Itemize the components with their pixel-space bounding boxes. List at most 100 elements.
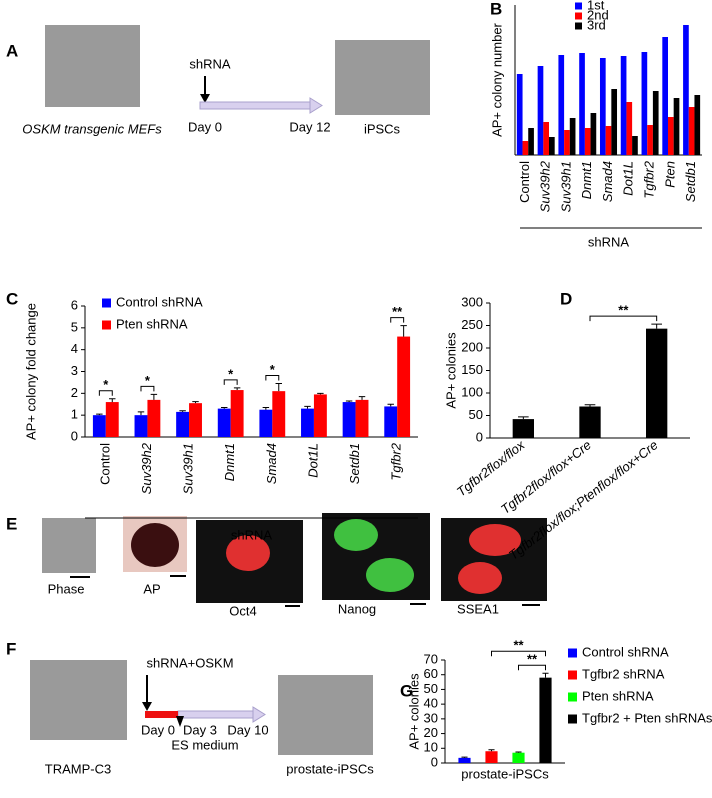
label: Day 3 (183, 722, 217, 737)
x-tick-label: Dot1L (621, 161, 636, 196)
significance-bracket (390, 317, 405, 323)
bar (667, 117, 674, 155)
colony (131, 523, 179, 567)
bar (105, 402, 119, 437)
legend-label: 3rd (587, 17, 606, 32)
x-tick-label: Smad4 (600, 161, 615, 202)
error-bar (109, 398, 116, 403)
panel-letter: A (6, 41, 18, 60)
error-bar (488, 749, 495, 752)
bar (397, 336, 411, 437)
caption: TRAMP-C3 (45, 761, 111, 776)
x-tick-label: Setdb1 (683, 161, 698, 202)
panel-letter: E (6, 514, 17, 533)
y-tick-label: 5 (71, 319, 78, 334)
bar (584, 128, 591, 155)
bar (599, 58, 606, 155)
panel-letter: C (6, 289, 18, 308)
image (335, 40, 430, 115)
x-tick-label: Pten (662, 161, 677, 188)
bar (313, 394, 327, 437)
y-tick-label: 3 (71, 363, 78, 378)
colony (469, 524, 521, 556)
significance-bracket (518, 664, 546, 671)
bar (342, 402, 356, 437)
legend-swatch (568, 692, 577, 702)
legend-swatch (568, 714, 577, 724)
significance-bracket (265, 375, 280, 381)
bar (652, 91, 659, 155)
marker (176, 716, 184, 727)
bar (301, 408, 314, 437)
colony (366, 558, 414, 592)
legend-swatch (102, 320, 111, 330)
bar (620, 56, 627, 155)
y-tick-label: 1 (71, 407, 78, 422)
y-axis-label: AP+ colony number (489, 22, 504, 136)
bar (626, 102, 633, 155)
bar (590, 113, 597, 155)
timeline-head (252, 706, 266, 723)
error-bar (221, 407, 228, 409)
bar (647, 125, 653, 155)
x-tick-label: Setdb1 (347, 443, 362, 484)
bar (217, 408, 231, 437)
x-tick-label: Dnmt1 (222, 443, 237, 481)
bar (673, 98, 680, 155)
timeline (177, 710, 254, 719)
y-tick-label: 70 (424, 651, 438, 666)
image (30, 660, 127, 740)
bar (176, 411, 190, 437)
panel-letter: B (490, 0, 502, 18)
bar (605, 126, 612, 155)
colony (458, 562, 502, 594)
timeline (199, 101, 311, 110)
bar (543, 122, 550, 155)
image (42, 518, 96, 573)
bar (539, 677, 552, 763)
label: Day 0 (141, 722, 175, 737)
x-axis-label: shRNA (588, 234, 630, 249)
bar (458, 757, 471, 763)
significance-label: * (145, 373, 151, 388)
error-bar (461, 756, 468, 758)
y-tick-label: 0 (431, 754, 438, 769)
y-tick-label: 60 (424, 666, 438, 681)
arrow-head (142, 702, 152, 711)
legend-swatch (568, 670, 577, 680)
caption: iPSCs (364, 121, 401, 136)
legend-label: 2nd (587, 7, 609, 22)
timeline-head (309, 97, 323, 114)
bar (646, 328, 668, 438)
x-tick-label: Suv39h2 (139, 442, 154, 494)
error-bar (515, 751, 522, 753)
legend-swatch (575, 22, 582, 30)
caption: Nanog (338, 601, 376, 616)
error-bar (192, 401, 199, 404)
y-tick-label: 40 (424, 696, 438, 711)
error-bar (137, 411, 145, 416)
label: shRNA+OSKM (146, 655, 233, 670)
error-bar (651, 323, 662, 329)
x-tick-label: Suv39h1 (181, 443, 196, 494)
bar (528, 128, 534, 155)
x-tick-label: Smad4 (264, 443, 279, 484)
y-tick-label: 6 (71, 297, 78, 312)
y-axis-label: AP+ colony fold change (23, 303, 38, 440)
significance-bracket (223, 379, 238, 385)
error-bar (150, 393, 158, 400)
bar (355, 399, 369, 437)
x-tick-label: Control (97, 443, 112, 485)
significance-bracket (491, 650, 546, 657)
y-tick-label: 50 (424, 681, 438, 696)
bar (259, 409, 273, 437)
legend-label: Control shRNA (116, 294, 203, 309)
bar (611, 89, 618, 155)
caption: SSEA1 (457, 601, 499, 616)
colony (334, 519, 378, 551)
bar (384, 406, 398, 437)
colony (226, 535, 270, 571)
image (45, 25, 140, 107)
significance-label: ** (392, 304, 403, 319)
